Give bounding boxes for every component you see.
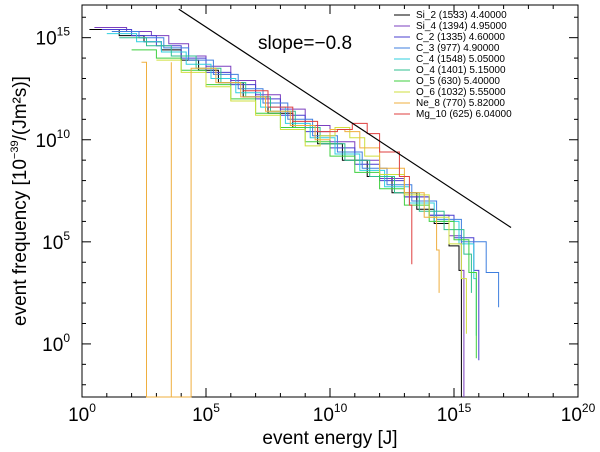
slope-line [178,8,512,229]
x-axis-title: event energy [J] [262,428,397,449]
x-tick-label: 1010 [313,401,348,426]
legend-entry: O_4 (1401) 5.15000 [416,65,506,76]
x-tick-label: 1020 [561,401,596,426]
y-axis-title-prefix: event frequency [10 [10,159,31,326]
x-tick-label: 1015 [437,401,472,426]
y-axis-title-suffix: /(Jm²s)] [10,76,31,140]
series-line-3 [111,31,500,308]
legend-entry: Ne_8 (770) 5.82000 [416,98,505,109]
y-tick-label: 100 [42,331,70,356]
legend-entry: C_4 (1548) 5.05000 [416,54,505,65]
series-line-6 [131,49,477,359]
legend-entry: O_6 (1032) 5.55000 [416,87,506,98]
legend-entry: C_3 (977) 4.90000 [416,43,500,54]
x-tick-label: 100 [68,401,96,426]
y-tick-label: 1015 [36,25,71,50]
series-line-1 [94,27,465,397]
series-line-7 [156,59,467,334]
y-axis-title: event frequency [10−39/(Jm²s)] [9,76,31,326]
series-line-0 [89,29,462,397]
series-line-8 [141,61,440,398]
y-tick-label: 1010 [36,127,71,152]
slope-annotation: slope=−0.8 [258,33,352,54]
ticks [81,5,579,397]
legend-entry: C_2 (1335) 4.60000 [416,32,505,43]
legend-entry: Si_4 (1394) 4.95000 [416,21,507,32]
series-layer [89,27,500,398]
legend-entry: O_5 (630) 5.40000 [416,76,500,87]
y-axis-title-exp: −39 [9,140,21,159]
annotation-layer: slope=−0.8 [178,8,512,229]
series-line-5 [119,37,472,293]
x-tick-label: 105 [192,401,220,426]
legend-entry: Mg_10 (625) 6.04000 [416,109,512,120]
legend-entry: Si_2 (1533) 4.40000 [416,10,507,21]
tick-labels: 100 105 1010 1015 1020 100 105 1010 1015 [36,25,596,426]
y-tick-label: 105 [42,229,70,254]
